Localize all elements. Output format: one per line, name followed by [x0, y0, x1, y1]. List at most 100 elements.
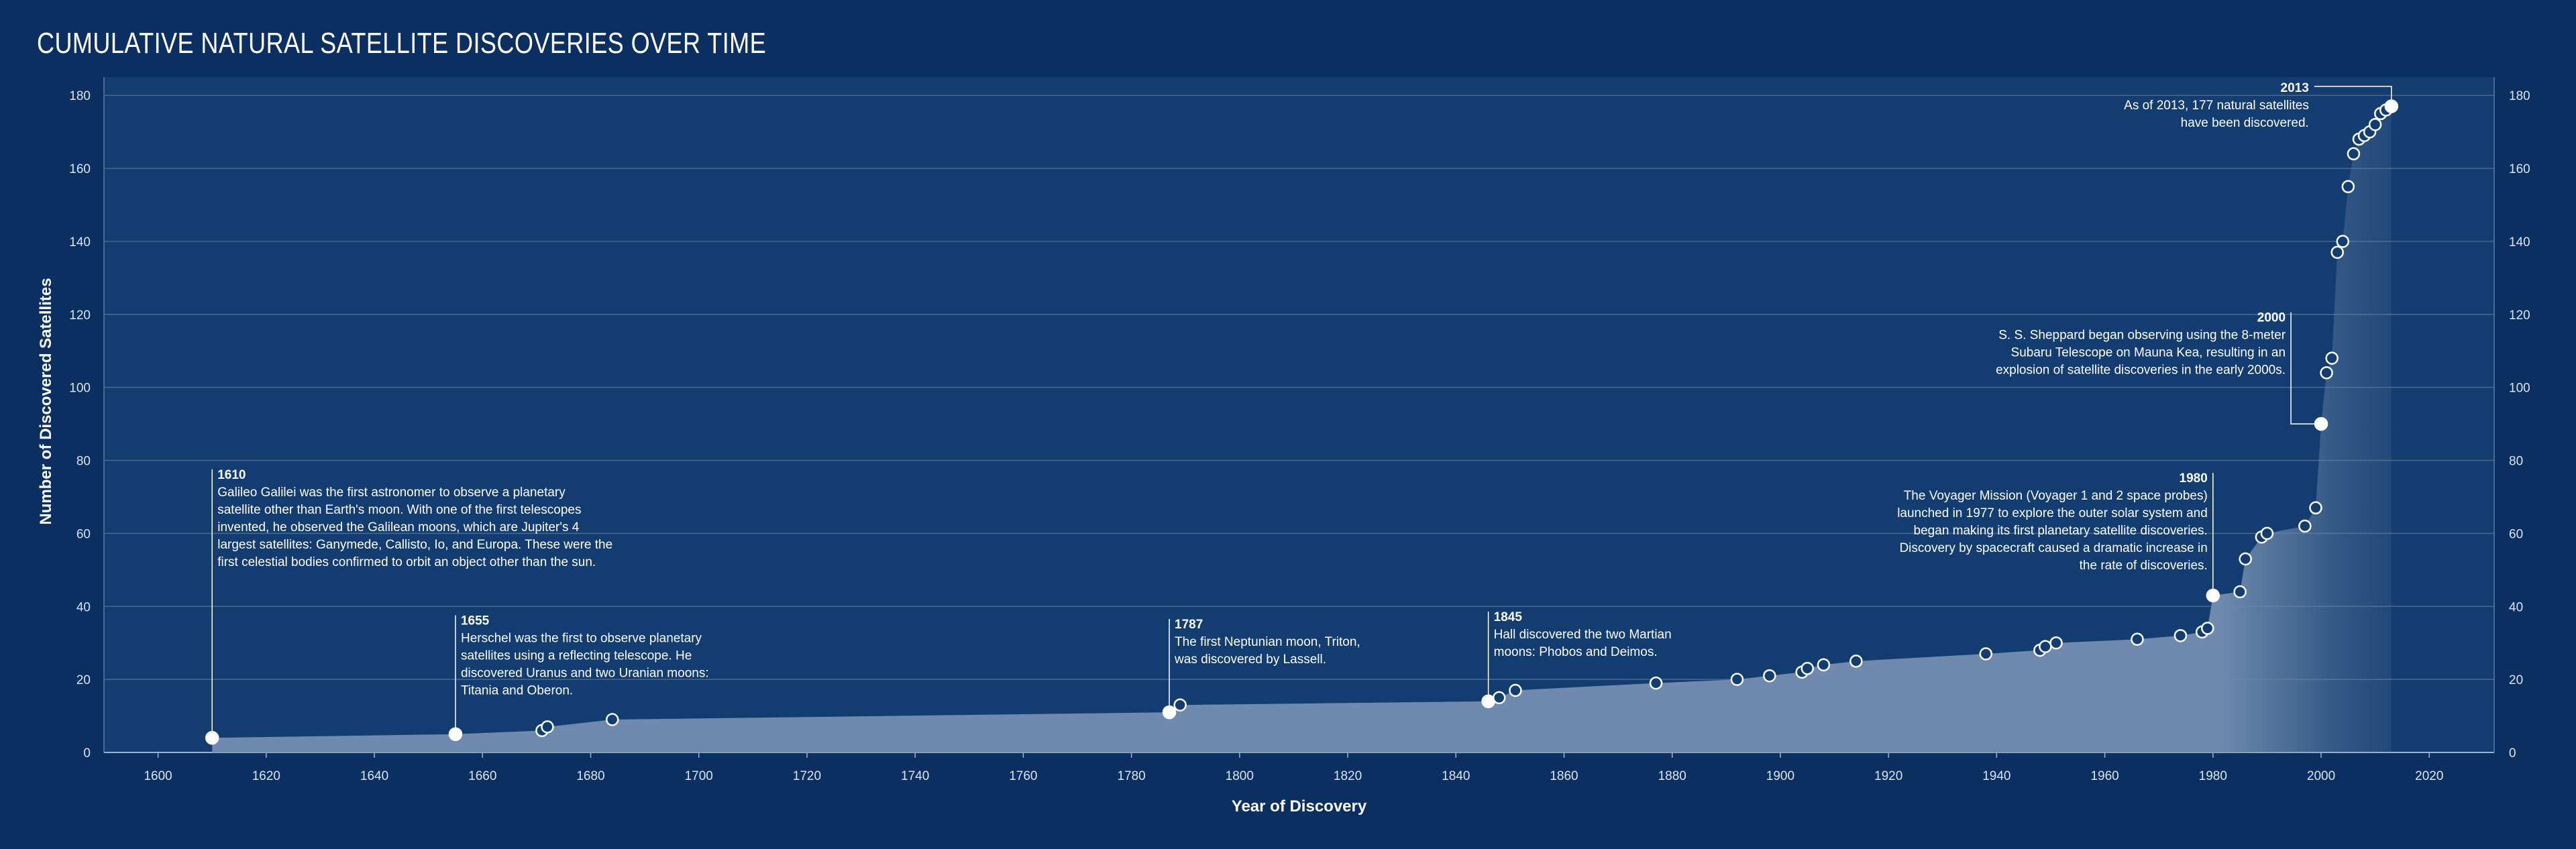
annotation-1610: 1610 Galileo Galilei was the first astron… [211, 468, 612, 732]
x-tick-label: 1620 [252, 769, 280, 783]
annotation-text: Titania and Oberon. [461, 683, 573, 697]
x-tick-label: 1600 [144, 769, 172, 783]
data-point [1173, 698, 1187, 712]
annotation-text: began making its first planetary satelli… [1914, 524, 2208, 538]
y-tick-label-left: 60 [76, 527, 91, 541]
y-tick-label-right: 100 [2509, 382, 2530, 396]
x-tick-label: 1840 [1442, 769, 1470, 783]
annotation-text: satellites using a reflecting telescope.… [461, 648, 692, 663]
data-point [2368, 118, 2382, 131]
data-point [2039, 640, 2052, 653]
data-point [1763, 669, 1776, 683]
annotation-1980: 1980 The Voyager Mission (Voyager 1 and 2… [1897, 471, 2214, 589]
annotation-1787: 1787 The first Neptunian moon, Triton, was… [1169, 618, 1360, 706]
data-point [2201, 622, 2214, 635]
annotation-text: As of 2013, 177 natural satellites [2124, 99, 2309, 113]
x-tick-label: 1920 [1874, 769, 1902, 783]
y-tick-label-left: 160 [69, 162, 91, 176]
annotation-leader [2290, 312, 2315, 424]
data-point [2347, 147, 2361, 161]
x-tick-label: 1940 [1982, 769, 2010, 783]
data-point [2330, 245, 2344, 260]
y-tick-label-left: 100 [69, 382, 91, 396]
annotation-text: The Voyager Mission (Voyager 1 and 2 spa… [1904, 489, 2208, 503]
annotation-year: 1845 [1494, 610, 1523, 624]
data-point [2336, 235, 2350, 248]
data-point-highlight [2206, 588, 2220, 603]
data-point-highlight [1162, 705, 1177, 720]
annotation-year: 1980 [2180, 471, 2208, 486]
x-tick-label: 1680 [576, 769, 604, 783]
y-tick-label-right: 20 [2509, 673, 2523, 687]
chart-title: Cumulative Natural Satellite Discoveries… [37, 27, 767, 60]
y-axis-title: Number of Discovered Satellites [37, 278, 55, 524]
annotation-text: invented, he observed the Galilean moons… [217, 520, 580, 534]
y-tick-label-right: 120 [2509, 308, 2530, 323]
x-tick-label: 1820 [1334, 769, 1362, 783]
y-tick-label-left: 20 [76, 673, 91, 687]
annotation-text: the rate of discoveries. [2080, 559, 2208, 573]
x-tick-label: 1880 [1658, 769, 1686, 783]
y-tick-label-right: 60 [2509, 527, 2523, 541]
annotation-text: satellite other than Earth's moon. With … [217, 503, 581, 517]
annotation-text: launched in 1977 to explore the outer so… [1897, 506, 2208, 520]
annotation-text: Subaru Telescope on Mauna Kea, resulting… [2011, 346, 2286, 360]
annotation-leader [2314, 86, 2392, 100]
cumulative-area [212, 106, 2392, 752]
data-point-highlight [2384, 99, 2399, 113]
annotation-1845: 1845 Hall discovered the two Martian moons… [1487, 610, 1672, 695]
data-point [2174, 629, 2188, 642]
data-point [2233, 585, 2247, 599]
y-tick-label-left: 140 [69, 235, 91, 249]
x-tick-label: 1760 [1009, 769, 1037, 783]
data-point-highlight [448, 727, 463, 742]
y-tick-label-left: 180 [69, 89, 91, 103]
annotation-2013: 2013 As of 2013, 177 natural satellites ha… [2124, 81, 2392, 130]
y-tick-label-right: 40 [2509, 600, 2523, 614]
data-point-highlight [1481, 694, 1495, 709]
y-tick-label-left: 120 [69, 308, 91, 323]
annotation-text: discovered Uranus and two Uranian moons: [461, 666, 709, 680]
data-point [2309, 501, 2322, 515]
x-tick-label: 1740 [901, 769, 929, 783]
annotation-text: was discovered by Lassell. [1174, 653, 1326, 667]
x-tick-label: 1960 [2090, 769, 2118, 783]
annotation-text: Galileo Galilei was the first astronomer… [217, 486, 566, 500]
data-point [1801, 662, 1814, 675]
annotation-text: Discovery by spacecraft caused a dramati… [1899, 541, 2207, 555]
x-tick-label: 1860 [1550, 769, 1578, 783]
data-point-highlight [205, 730, 219, 745]
annotation-year: 1787 [1175, 618, 1203, 632]
data-point [2239, 552, 2252, 566]
data-point [2320, 366, 2333, 380]
x-axis-title: Year of Discovery [1232, 797, 1367, 815]
plot-area [104, 77, 2494, 752]
annotation-text: Herschel was the first to observe planet… [461, 631, 702, 645]
data-point [2298, 519, 2312, 533]
x-tick-label: 1780 [1117, 769, 1145, 783]
x-tick-label: 1700 [685, 769, 713, 783]
annotation-text: The first Neptunian moon, Triton, [1175, 635, 1360, 649]
data-point [1849, 655, 1863, 668]
data-point-highlight [2314, 416, 2328, 431]
y-tick-label-left: 80 [76, 455, 91, 469]
data-point [2260, 526, 2274, 541]
data-point [1730, 673, 1744, 686]
annotation-year: 1610 [217, 468, 246, 482]
x-tick-label: 1800 [1226, 769, 1254, 783]
data-point [1649, 676, 1663, 690]
x-tick-label: 1980 [2199, 769, 2227, 783]
y-tick-label-right: 180 [2509, 89, 2530, 103]
annotation-text: S. S. Sheppard began observing using the… [1998, 329, 2286, 343]
y-tick-label-right: 80 [2509, 455, 2523, 469]
annotation-text: first celestial bodies confirmed to orbi… [217, 555, 596, 569]
annotation-year: 2000 [2257, 311, 2286, 325]
data-point [2325, 351, 2339, 365]
data-point [541, 720, 554, 734]
annotation-text: largest satellites: Ganymede, Callisto, … [217, 538, 612, 552]
x-tick-label: 1720 [793, 769, 821, 783]
data-point [1509, 683, 1522, 697]
data-point [605, 713, 619, 726]
